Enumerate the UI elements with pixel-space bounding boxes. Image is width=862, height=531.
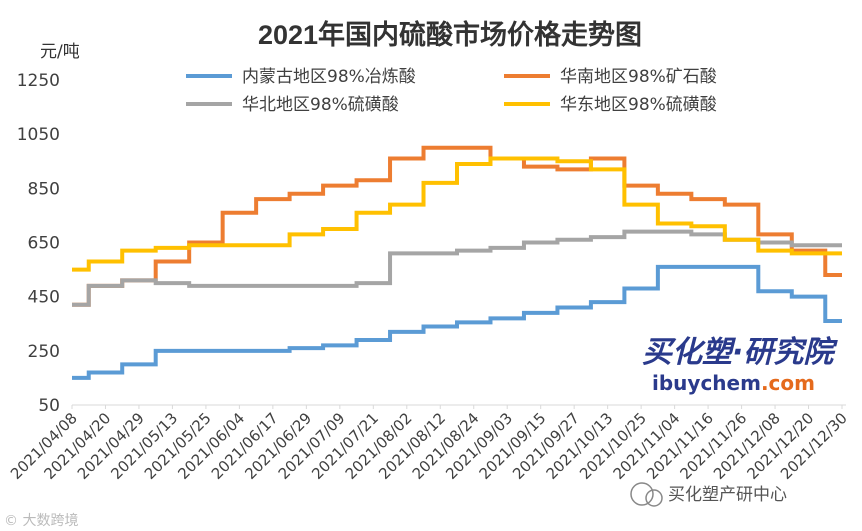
legend-label: 内蒙古地区98%冶炼酸 <box>242 67 416 87</box>
y-axis-ticks: 50 250 450 650 850 1050 1250 <box>17 71 60 416</box>
series-lines <box>72 145 842 380</box>
x-axis-ticks: 2021/04/082021/04/202021/04/292021/05/13… <box>7 405 851 483</box>
brand-watermark-text: 买化塑·研究院 <box>642 335 838 370</box>
wechat-icon-bubble <box>645 489 663 507</box>
legend-label: 华东地区98%硫磺酸 <box>560 95 717 115</box>
y-tick-label: 1250 <box>17 71 60 91</box>
wechat-watermark-text: 买化塑产研中心 <box>668 485 787 505</box>
y-axis-unit-label: 元/吨 <box>40 42 80 62</box>
brand-watermark: 买化塑·研究院 ibuychem.com <box>642 335 838 395</box>
series-line-4 <box>72 156 842 272</box>
url-watermark-main: ibuychem <box>652 371 761 395</box>
legend-label: 华南地区98%矿石酸 <box>560 67 717 87</box>
y-tick-label: 450 <box>28 288 60 308</box>
series-line-2 <box>72 145 842 307</box>
wechat-watermark: 买化塑产研中心 <box>630 482 787 507</box>
y-tick-label: 250 <box>28 342 60 362</box>
legend-label: 华北地区98%硫磺酸 <box>242 95 399 115</box>
series-line-3 <box>72 229 842 307</box>
y-tick-label: 50 <box>38 396 60 416</box>
y-tick-label: 650 <box>28 234 60 254</box>
y-tick-label: 1050 <box>17 125 60 145</box>
y-tick-label: 850 <box>28 179 60 199</box>
corner-watermark: © 大数跨境 <box>4 513 78 529</box>
chart-title: 2021年国内硫酸市场价格走势图 <box>258 19 642 50</box>
wechat-icon <box>630 482 654 506</box>
url-watermark: ibuychem.com <box>652 371 815 395</box>
url-watermark-tld: .com <box>761 371 815 395</box>
series-line-1 <box>72 264 842 380</box>
